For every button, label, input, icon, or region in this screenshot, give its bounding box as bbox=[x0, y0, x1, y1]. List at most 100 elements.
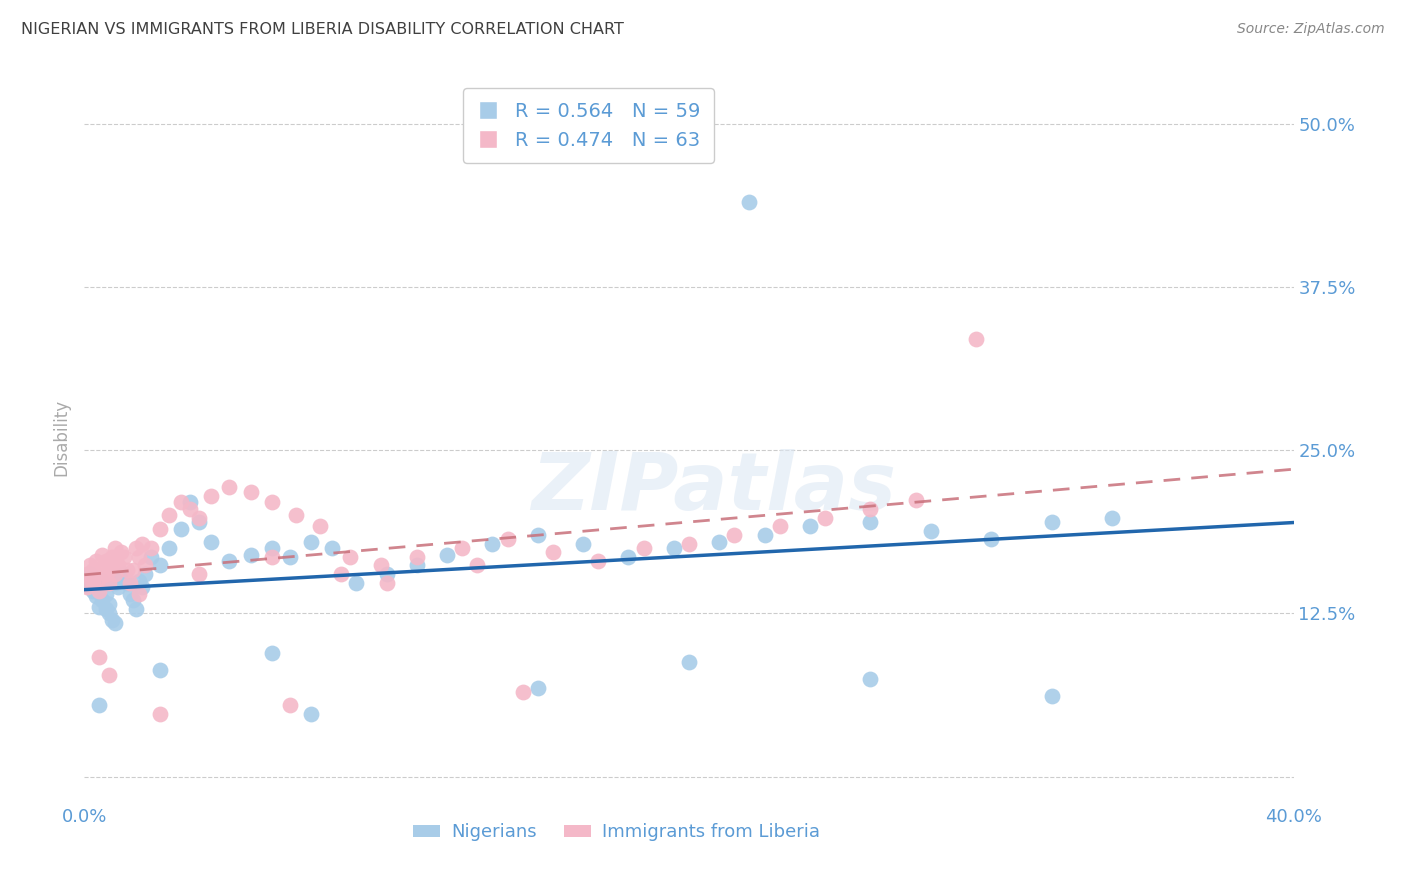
Point bbox=[678, 537, 700, 551]
Point bbox=[97, 563, 120, 577]
Point bbox=[76, 580, 98, 594]
Point bbox=[496, 532, 519, 546]
Point bbox=[527, 681, 550, 695]
Text: NIGERIAN VS IMMIGRANTS FROM LIBERIA DISABILITY CORRELATION CHART: NIGERIAN VS IMMIGRANTS FROM LIBERIA DISA… bbox=[21, 22, 624, 37]
Point bbox=[859, 672, 882, 686]
Point bbox=[104, 554, 127, 568]
Point bbox=[89, 584, 111, 599]
Point bbox=[112, 550, 135, 565]
Point bbox=[149, 663, 172, 677]
Point bbox=[260, 495, 283, 509]
Point bbox=[965, 332, 987, 346]
Point bbox=[91, 574, 114, 588]
Point bbox=[769, 519, 792, 533]
Point bbox=[218, 480, 240, 494]
Point bbox=[115, 563, 138, 577]
Point bbox=[200, 489, 222, 503]
Point bbox=[118, 587, 141, 601]
Point bbox=[188, 567, 211, 582]
Point bbox=[131, 580, 153, 594]
Point bbox=[309, 519, 332, 533]
Point bbox=[375, 567, 398, 582]
Point bbox=[86, 571, 108, 585]
Point bbox=[260, 541, 283, 555]
Point bbox=[588, 554, 610, 568]
Point bbox=[128, 574, 150, 588]
Point bbox=[904, 492, 927, 507]
Point bbox=[104, 567, 127, 582]
Point bbox=[239, 485, 262, 500]
Point bbox=[738, 194, 761, 209]
Y-axis label: Disability: Disability bbox=[52, 399, 70, 475]
Point bbox=[188, 515, 211, 529]
Point bbox=[170, 521, 193, 535]
Point bbox=[260, 550, 283, 565]
Point bbox=[128, 587, 150, 601]
Point bbox=[149, 558, 172, 573]
Point bbox=[89, 599, 111, 614]
Point bbox=[157, 541, 180, 555]
Point bbox=[94, 567, 117, 582]
Point bbox=[107, 580, 129, 594]
Point bbox=[89, 580, 111, 594]
Point bbox=[100, 613, 122, 627]
Legend: Nigerians, Immigrants from Liberia: Nigerians, Immigrants from Liberia bbox=[406, 816, 827, 848]
Point bbox=[239, 548, 262, 562]
Point bbox=[814, 511, 837, 525]
Point bbox=[859, 502, 882, 516]
Point bbox=[121, 563, 143, 577]
Point bbox=[97, 667, 120, 682]
Point bbox=[97, 607, 120, 621]
Point bbox=[980, 532, 1002, 546]
Point bbox=[1040, 515, 1063, 529]
Point bbox=[299, 534, 322, 549]
Point bbox=[200, 534, 222, 549]
Point bbox=[97, 576, 120, 591]
Point bbox=[406, 550, 429, 565]
Point bbox=[481, 537, 503, 551]
Point bbox=[104, 576, 127, 591]
Point bbox=[467, 558, 489, 573]
Point bbox=[451, 541, 474, 555]
Point bbox=[110, 545, 132, 559]
Point bbox=[91, 560, 114, 574]
Point bbox=[107, 558, 129, 573]
Point bbox=[678, 655, 700, 669]
Point bbox=[76, 574, 98, 588]
Point bbox=[112, 567, 135, 582]
Point bbox=[406, 558, 429, 573]
Point bbox=[139, 550, 162, 565]
Point bbox=[617, 550, 640, 565]
Point bbox=[436, 548, 458, 562]
Point bbox=[179, 502, 201, 516]
Point bbox=[512, 685, 534, 699]
Point bbox=[527, 528, 550, 542]
Point bbox=[121, 593, 143, 607]
Point bbox=[662, 541, 685, 555]
Point bbox=[86, 554, 108, 568]
Point bbox=[104, 541, 127, 555]
Point bbox=[170, 495, 193, 509]
Point bbox=[131, 537, 153, 551]
Text: ZIPatlas: ZIPatlas bbox=[530, 450, 896, 527]
Point bbox=[260, 646, 283, 660]
Point bbox=[799, 519, 821, 533]
Point bbox=[76, 567, 98, 582]
Point bbox=[89, 571, 111, 585]
Point bbox=[128, 550, 150, 565]
Point bbox=[339, 550, 361, 565]
Point bbox=[79, 580, 101, 594]
Point bbox=[278, 550, 301, 565]
Point bbox=[375, 576, 398, 591]
Point bbox=[91, 548, 114, 562]
Point bbox=[94, 554, 117, 568]
Point bbox=[86, 567, 108, 582]
Point bbox=[285, 508, 308, 523]
Point bbox=[139, 541, 162, 555]
Point bbox=[94, 587, 117, 601]
Point bbox=[218, 554, 240, 568]
Point bbox=[89, 698, 111, 712]
Point bbox=[115, 576, 138, 591]
Point bbox=[94, 602, 117, 616]
Point bbox=[79, 567, 101, 582]
